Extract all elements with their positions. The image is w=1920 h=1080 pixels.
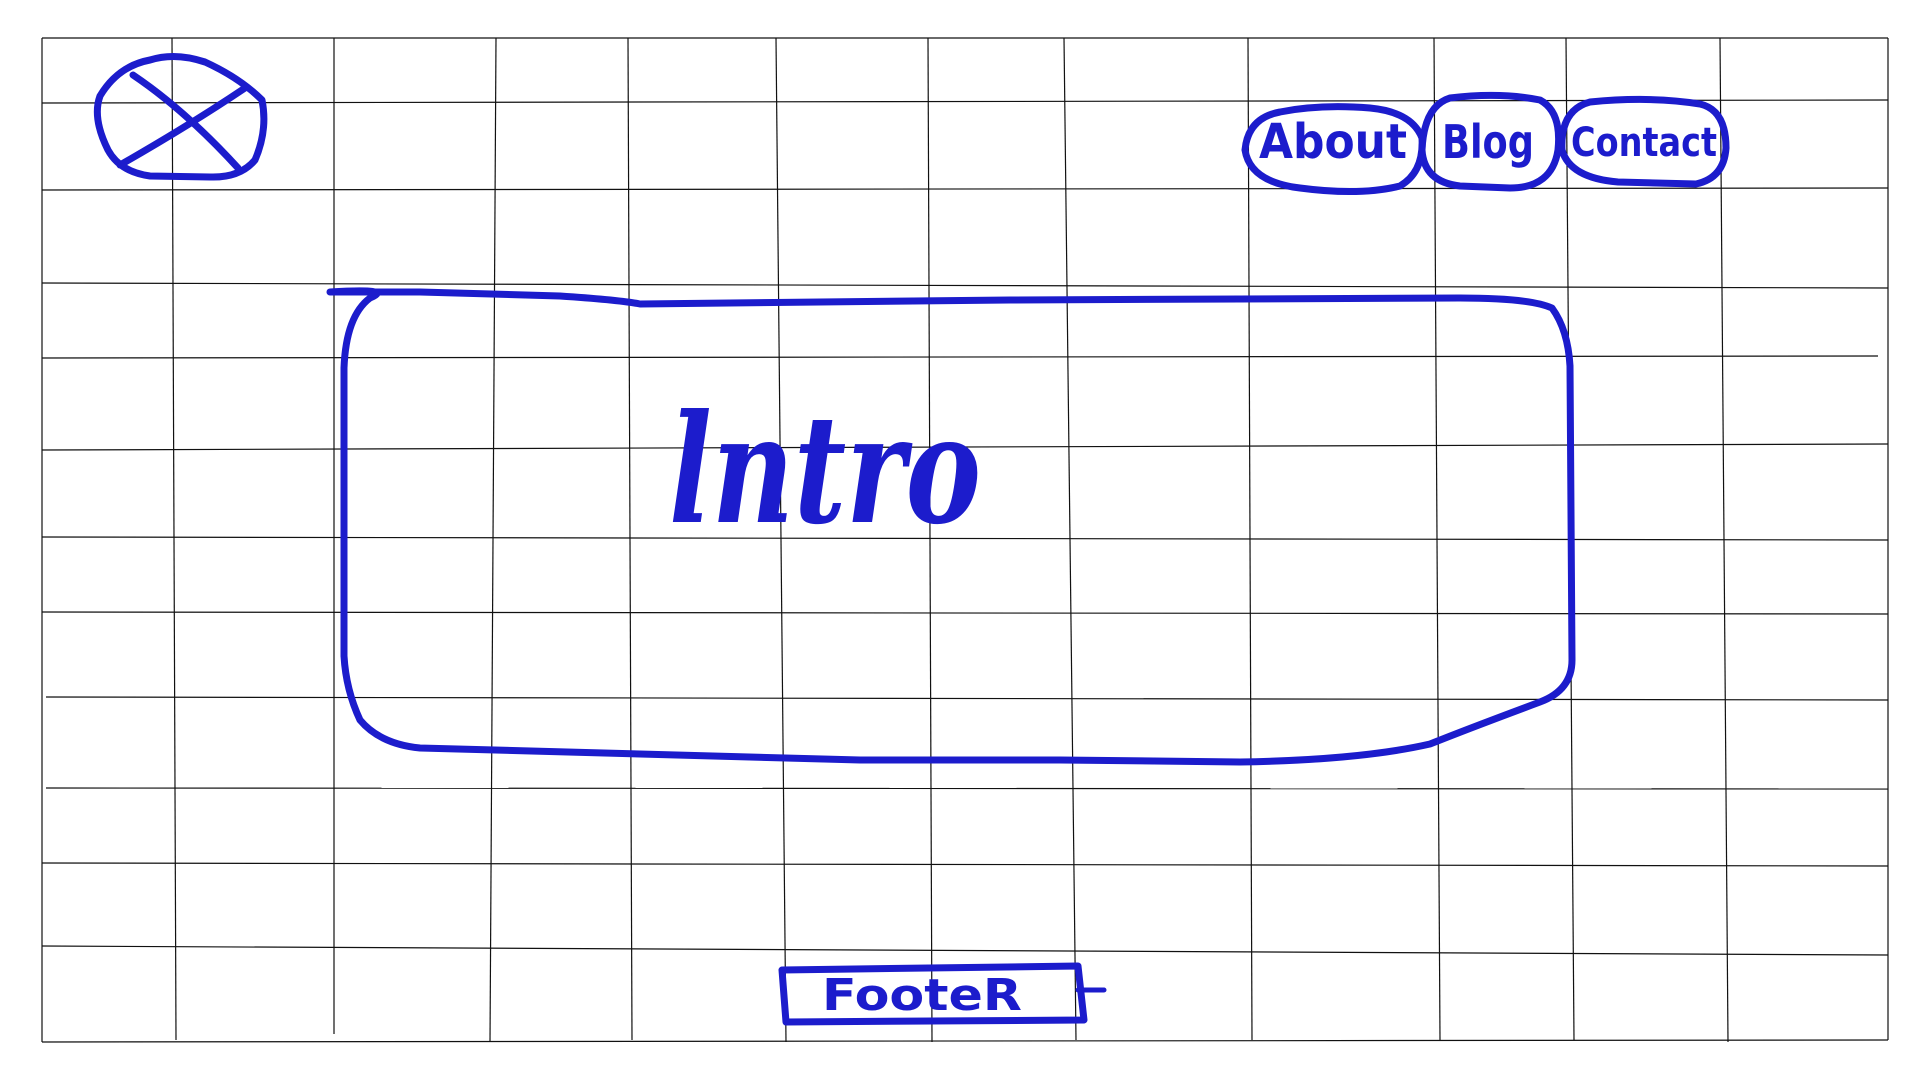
nav-link-about-label: About (1259, 114, 1407, 170)
footer: FooteR (778, 962, 1107, 1026)
intro-label: lntro (669, 382, 981, 558)
intro-section: lntro (326, 287, 1576, 766)
footer-label: FooteR (822, 970, 1022, 1021)
logo-placeholder-x-icon[interactable] (93, 53, 268, 181)
nav-link-about[interactable]: About (1241, 103, 1426, 196)
nav-link-blog[interactable]: Blog (1418, 91, 1563, 192)
nav-link-blog-label: Blog (1442, 115, 1534, 169)
nav-link-contact-label: Contact (1571, 120, 1717, 166)
nav-link-contact[interactable]: Contact (1558, 95, 1730, 188)
